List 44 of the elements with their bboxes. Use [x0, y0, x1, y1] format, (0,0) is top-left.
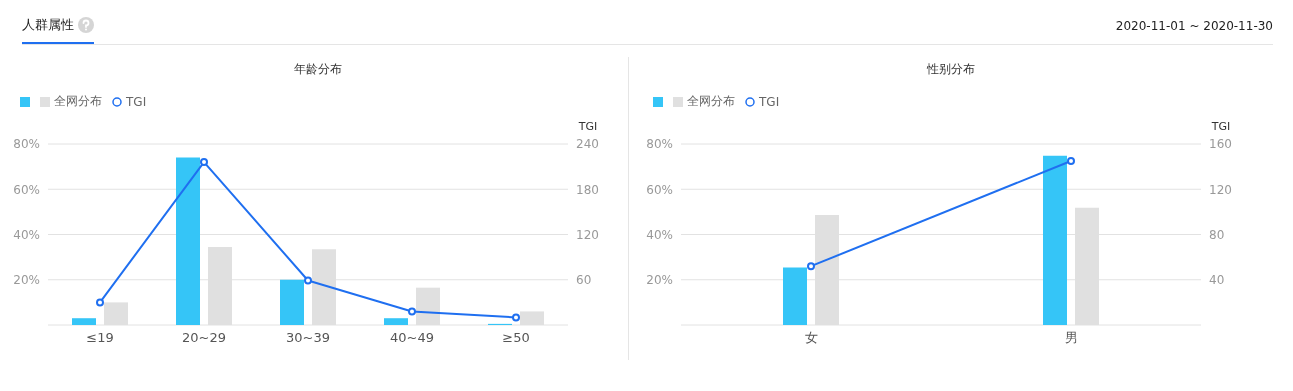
x-tick-label: 40~49 [390, 330, 434, 346]
y2-tick-label: 240 [576, 137, 599, 152]
x-tick-label: 女 [804, 330, 818, 346]
legend-label: 全网分布 [54, 93, 102, 110]
bar [176, 157, 200, 325]
y-tick-label: 40% [13, 227, 40, 242]
y2-tick-label: 80 [1209, 227, 1225, 242]
y-tick-label: 40% [646, 227, 673, 242]
x-tick-label: ≤19 [86, 330, 114, 346]
text: 人群属性 [22, 16, 74, 34]
x-tick-label: 男 [1064, 330, 1078, 346]
bar [72, 318, 96, 325]
x-tick-label: 30~39 [286, 330, 330, 346]
y-tick-label: 60% [646, 182, 673, 197]
y2-tick-label: 60 [576, 273, 592, 288]
y-tick-label: 60% [13, 182, 40, 197]
y2-tick-label: 40 [1209, 273, 1225, 288]
y-tick-label: 80% [13, 137, 40, 152]
legend-label: 全网分布 [687, 93, 735, 110]
y-tick-label: 80% [646, 137, 673, 152]
point [96, 298, 104, 307]
x-tick-label: ≥50 [502, 330, 530, 346]
y2-tick-label: 180 [576, 182, 599, 197]
point [512, 313, 520, 322]
bar [384, 318, 408, 325]
legend-label: TGI [126, 94, 147, 109]
y2-axis-title: TGI [1210, 120, 1231, 133]
bar [783, 267, 807, 325]
text: 2020-11-01 ~ 2020-11-30 [1115, 19, 1273, 33]
y2-axis-title: TGI [577, 120, 598, 133]
point [408, 307, 416, 316]
bar [280, 279, 304, 325]
chart-title: 性别分布 [926, 61, 976, 78]
chart-title: 年龄分布 [293, 61, 343, 78]
y2-tick-label: 120 [1209, 182, 1232, 197]
y-tick-label: 20% [13, 273, 40, 288]
x-tick-label: 20~29 [182, 330, 226, 346]
bar [1043, 155, 1067, 325]
y-tick-label: 20% [646, 273, 673, 288]
y2-tick-label: 160 [1209, 137, 1232, 152]
y2-tick-label: 120 [576, 227, 599, 242]
legend-label: TGI [759, 94, 780, 109]
point [304, 276, 312, 285]
point [200, 158, 208, 167]
